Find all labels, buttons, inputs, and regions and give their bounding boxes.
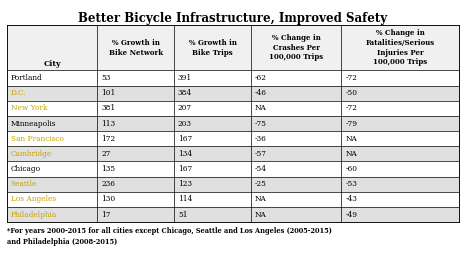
Text: 27: 27	[101, 150, 110, 158]
Text: 113: 113	[101, 119, 115, 128]
Text: Chicago: Chicago	[11, 165, 41, 173]
Text: 101: 101	[101, 89, 116, 97]
Text: 203: 203	[178, 119, 192, 128]
Text: 172: 172	[101, 135, 115, 143]
Text: Philadelphia: Philadelphia	[11, 211, 57, 219]
Text: -46: -46	[255, 89, 267, 97]
Text: 114: 114	[178, 195, 192, 204]
Text: -72: -72	[345, 104, 357, 112]
Text: Los Angeles: Los Angeles	[11, 195, 56, 204]
FancyBboxPatch shape	[7, 131, 459, 146]
Text: 134: 134	[178, 150, 192, 158]
Text: NA: NA	[345, 150, 357, 158]
Text: -79: -79	[345, 119, 357, 128]
Text: -53: -53	[345, 180, 357, 188]
Text: -36: -36	[255, 135, 267, 143]
Text: % Change in
Crashes Per
100,000 Trips: % Change in Crashes Per 100,000 Trips	[269, 34, 323, 62]
Text: NA: NA	[255, 195, 267, 204]
Text: -54: -54	[255, 165, 267, 173]
FancyBboxPatch shape	[7, 101, 459, 116]
Text: *For years 2000-2015 for all cities except Chicago, Seattle and Los Angeles (200: *For years 2000-2015 for all cities exce…	[7, 227, 332, 246]
Text: NA: NA	[345, 135, 357, 143]
Text: 391: 391	[178, 74, 192, 82]
Text: 130: 130	[101, 195, 115, 204]
Text: -57: -57	[255, 150, 267, 158]
Text: Portland: Portland	[11, 74, 42, 82]
Text: 236: 236	[101, 180, 115, 188]
Text: 53: 53	[101, 74, 110, 82]
FancyBboxPatch shape	[7, 161, 459, 177]
Text: % Growth in
Bike Trips: % Growth in Bike Trips	[189, 39, 237, 57]
FancyBboxPatch shape	[7, 192, 459, 207]
Text: % Change in
Fatalities/Serious
Injuries Per
100,000 Trips: % Change in Fatalities/Serious Injuries …	[366, 29, 435, 66]
Text: 381: 381	[101, 104, 115, 112]
Text: 384: 384	[178, 89, 192, 97]
Text: NA: NA	[255, 104, 267, 112]
Text: -50: -50	[345, 89, 357, 97]
Text: -49: -49	[345, 211, 357, 219]
FancyBboxPatch shape	[7, 116, 459, 131]
Text: NA: NA	[255, 211, 267, 219]
Text: 51: 51	[178, 211, 187, 219]
Text: -75: -75	[255, 119, 267, 128]
Text: -60: -60	[345, 165, 357, 173]
FancyBboxPatch shape	[7, 177, 459, 192]
Text: Better Bicycle Infrastructure, Improved Safety: Better Bicycle Infrastructure, Improved …	[78, 12, 388, 25]
Text: 123: 123	[178, 180, 192, 188]
Text: 167: 167	[178, 135, 192, 143]
Text: 17: 17	[101, 211, 110, 219]
Text: New York: New York	[11, 104, 47, 112]
Text: 135: 135	[101, 165, 115, 173]
FancyBboxPatch shape	[7, 207, 459, 222]
FancyBboxPatch shape	[7, 85, 459, 101]
FancyBboxPatch shape	[7, 25, 459, 70]
Text: Minneapolis: Minneapolis	[11, 119, 56, 128]
Text: San Francisco: San Francisco	[11, 135, 63, 143]
Text: Cambridge: Cambridge	[11, 150, 52, 158]
Text: -43: -43	[345, 195, 357, 204]
Text: -62: -62	[255, 74, 267, 82]
Text: City: City	[43, 60, 61, 68]
FancyBboxPatch shape	[7, 70, 459, 85]
FancyBboxPatch shape	[7, 146, 459, 161]
Text: 167: 167	[178, 165, 192, 173]
Text: % Growth in
Bike Network: % Growth in Bike Network	[109, 39, 163, 57]
Text: Seattle: Seattle	[11, 180, 37, 188]
Text: D.C.: D.C.	[11, 89, 27, 97]
Text: -72: -72	[345, 74, 357, 82]
Text: -25: -25	[255, 180, 267, 188]
Text: 207: 207	[178, 104, 192, 112]
